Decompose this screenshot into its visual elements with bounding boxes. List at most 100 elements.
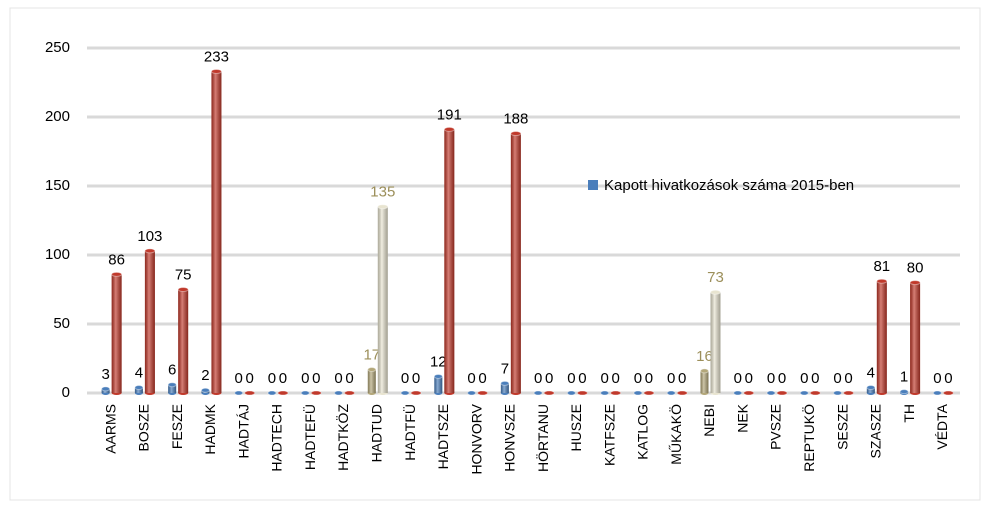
bar-cap bbox=[234, 390, 244, 396]
bar-cap bbox=[676, 390, 688, 396]
data-label: 2 bbox=[201, 367, 209, 384]
bar-shine bbox=[178, 289, 189, 393]
bar-cap bbox=[167, 382, 177, 388]
bar-cap bbox=[766, 390, 776, 396]
data-label: 81 bbox=[873, 258, 890, 275]
bar-cap bbox=[367, 367, 377, 373]
bar-cap bbox=[932, 390, 942, 396]
x-tick-label: AARMS bbox=[102, 404, 118, 454]
y-tick-label: 200 bbox=[45, 108, 70, 125]
bar-shine bbox=[367, 369, 376, 393]
bar-shine bbox=[700, 370, 709, 393]
data-label: 0 bbox=[478, 370, 486, 387]
data-label: 7 bbox=[501, 360, 509, 377]
bar-cap bbox=[344, 390, 356, 396]
data-label: 135 bbox=[370, 184, 395, 201]
bar-cap bbox=[200, 387, 210, 393]
bar-cap bbox=[267, 390, 277, 396]
data-label: 0 bbox=[412, 370, 420, 387]
chart-frame bbox=[9, 7, 981, 501]
data-label: 191 bbox=[437, 106, 462, 123]
bar-cap bbox=[699, 368, 709, 374]
data-label: 0 bbox=[268, 370, 276, 387]
x-tick-label: KATFSZE bbox=[601, 404, 617, 466]
x-tick-label: HADTÁJ bbox=[235, 404, 251, 458]
y-tick-label: 100 bbox=[45, 246, 70, 263]
bar-cap bbox=[833, 390, 843, 396]
data-label: 0 bbox=[467, 370, 475, 387]
data-label: 0 bbox=[811, 370, 819, 387]
x-tick-label: VÉDTA bbox=[934, 403, 950, 449]
bar-cap bbox=[576, 390, 588, 396]
bar-shine bbox=[101, 388, 110, 393]
bar-cap bbox=[709, 289, 721, 295]
bar-cap bbox=[809, 390, 821, 396]
data-label: 0 bbox=[767, 370, 775, 387]
bar-cap bbox=[443, 126, 455, 132]
data-label: 75 bbox=[175, 266, 192, 283]
x-tick-label: SESZE bbox=[834, 404, 850, 450]
data-label: 3 bbox=[101, 366, 109, 383]
data-label: 0 bbox=[345, 370, 353, 387]
x-tick-label: REPTUKÖ bbox=[800, 404, 817, 472]
x-tick-label: HUSZE bbox=[568, 404, 584, 451]
x-tick-label: PVSZE bbox=[768, 404, 784, 450]
bar-cap bbox=[843, 390, 855, 396]
data-label: 1 bbox=[900, 369, 908, 386]
x-tick-label: SZASZE bbox=[868, 404, 884, 458]
data-label: 0 bbox=[634, 370, 642, 387]
bar-cap bbox=[310, 390, 322, 396]
data-label: 0 bbox=[601, 370, 609, 387]
x-tick-label: HONVORV bbox=[468, 403, 484, 474]
bar-cap bbox=[633, 390, 643, 396]
data-label: 188 bbox=[503, 111, 528, 128]
x-tick-label: MŰKAKÖ bbox=[667, 404, 684, 465]
x-tick-label: HADTKÖZ bbox=[334, 404, 351, 471]
data-label: 233 bbox=[204, 48, 229, 65]
bar-cap bbox=[899, 389, 909, 395]
x-tick-label: HADTSZE bbox=[435, 404, 451, 469]
bar-cap bbox=[477, 390, 489, 396]
bar-cap bbox=[942, 390, 954, 396]
bar-cap bbox=[101, 386, 111, 392]
data-label: 0 bbox=[246, 370, 254, 387]
bar-shine bbox=[510, 133, 521, 393]
bar-cap bbox=[377, 204, 389, 210]
bar-shine bbox=[876, 281, 887, 393]
bar-shine bbox=[910, 282, 921, 393]
x-tick-label: HÖRTANU bbox=[534, 404, 551, 472]
y-tick-label: 150 bbox=[45, 177, 70, 194]
bar-shine bbox=[866, 387, 875, 393]
bar-cap bbox=[866, 384, 876, 390]
bar-cap bbox=[277, 390, 289, 396]
bar-cap bbox=[643, 390, 655, 396]
data-label: 0 bbox=[667, 370, 675, 387]
bar-shine bbox=[144, 250, 155, 393]
bar-cap bbox=[600, 390, 610, 396]
bar-shine bbox=[168, 384, 177, 393]
bar-shine bbox=[134, 387, 143, 393]
data-label: 0 bbox=[734, 370, 742, 387]
bar-shine bbox=[377, 206, 388, 393]
x-tick-label: FESZE bbox=[169, 404, 185, 449]
data-label: 0 bbox=[312, 370, 320, 387]
data-label: 0 bbox=[545, 370, 553, 387]
bar-cap bbox=[799, 390, 809, 396]
x-tick-label: HONVSZE bbox=[502, 404, 518, 472]
legend-label: Kapott hivatkozások száma 2015-ben bbox=[604, 177, 854, 194]
x-tick-label: HADTEFÜ bbox=[301, 404, 318, 470]
data-label: 0 bbox=[833, 370, 841, 387]
bar-shine bbox=[211, 71, 222, 394]
legend-swatch bbox=[588, 180, 598, 190]
bar-cap bbox=[111, 271, 123, 277]
data-label: 0 bbox=[235, 370, 243, 387]
data-label: 0 bbox=[844, 370, 852, 387]
bar-cap bbox=[500, 380, 510, 386]
bar-cap bbox=[134, 384, 144, 390]
bar-shine bbox=[434, 376, 443, 393]
data-label: 86 bbox=[108, 251, 125, 268]
x-tick-label: HADTFÜ bbox=[401, 404, 418, 461]
data-label: 0 bbox=[401, 370, 409, 387]
data-label: 6 bbox=[168, 362, 176, 379]
